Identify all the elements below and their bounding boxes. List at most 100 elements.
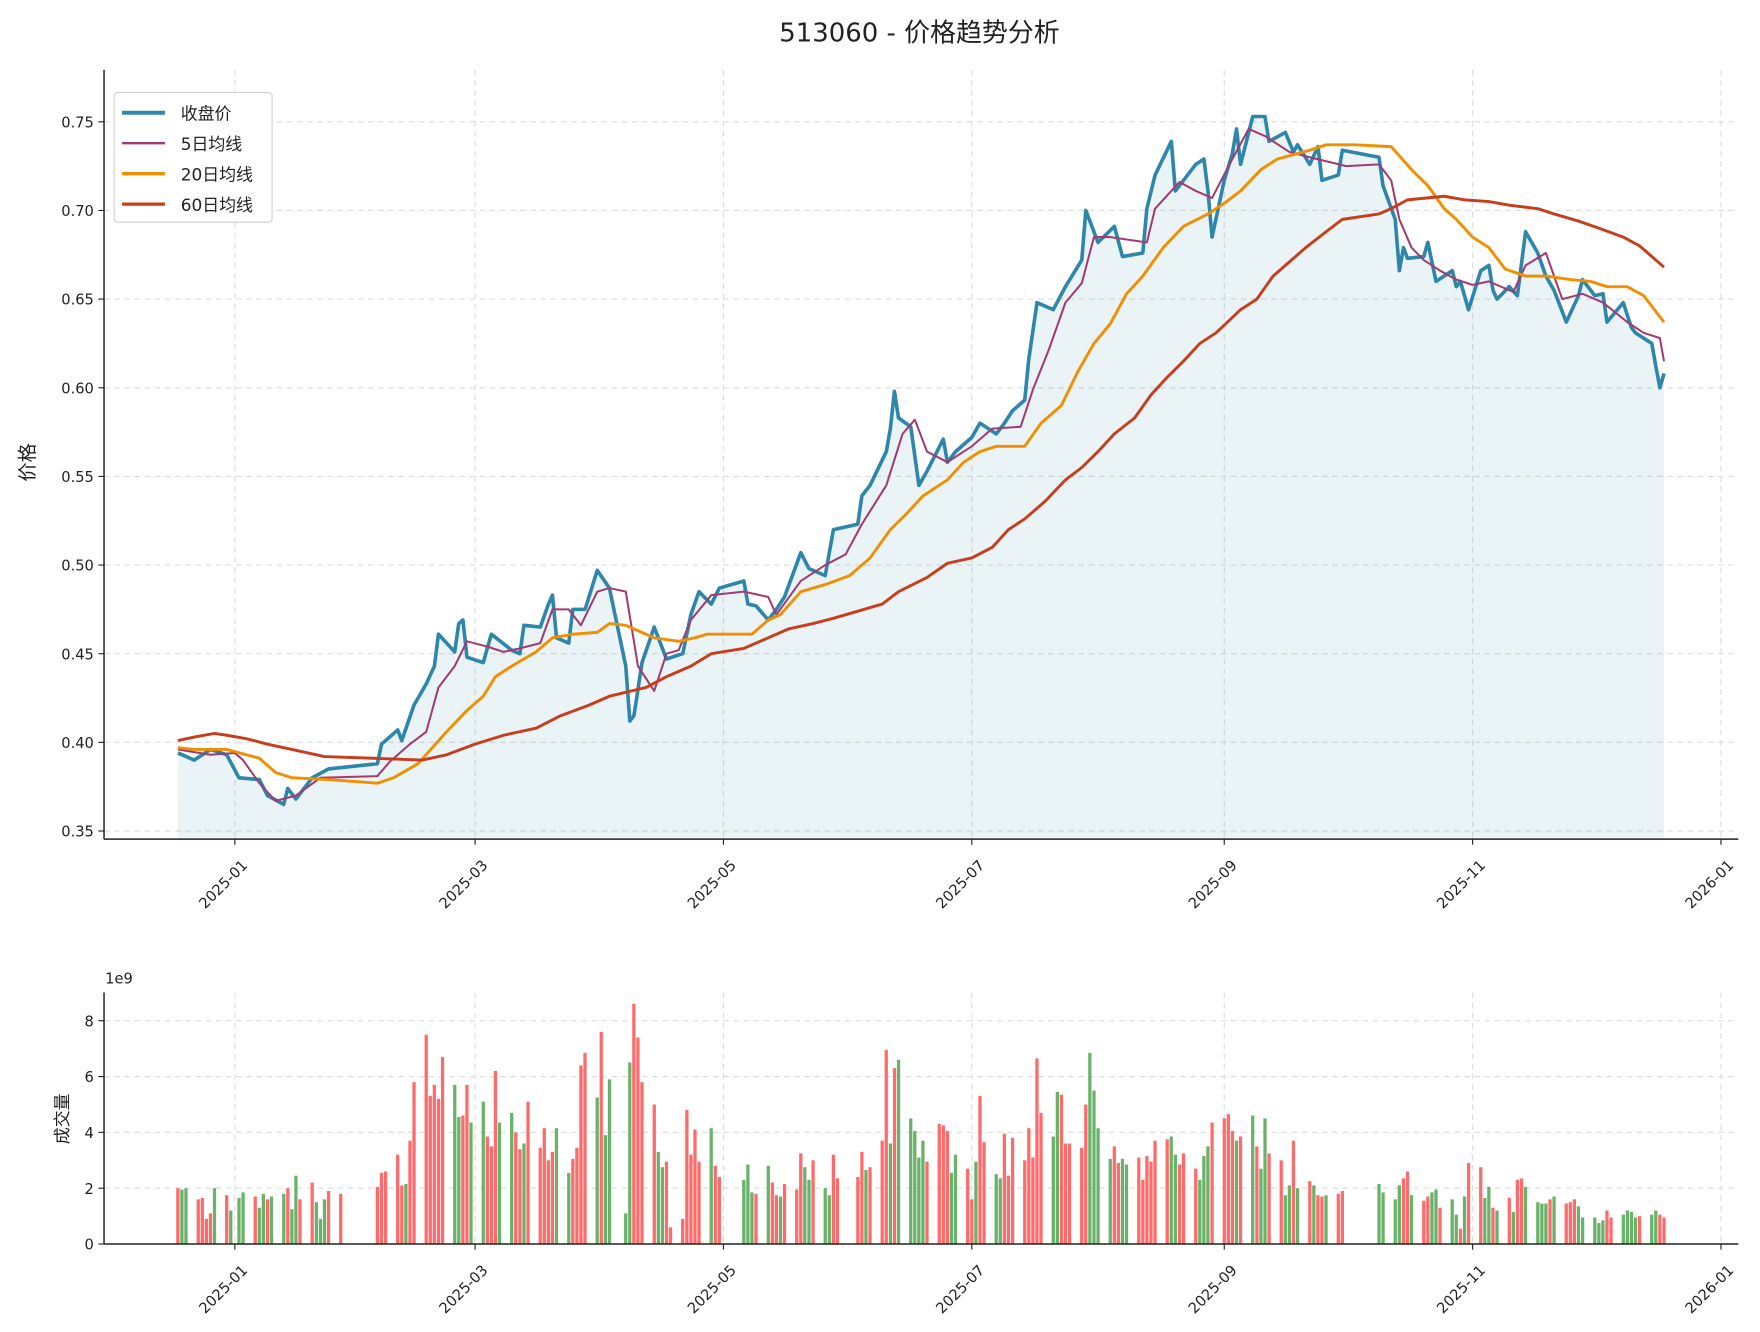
legend-label: 20日均线 bbox=[181, 164, 253, 184]
volume-bar-up bbox=[253, 1196, 257, 1245]
volume-bar-up bbox=[1112, 1146, 1116, 1245]
volume-bar-up bbox=[1267, 1153, 1271, 1245]
volume-bar-up bbox=[1080, 1147, 1084, 1245]
legend-item: 20日均线 bbox=[122, 164, 253, 184]
volume-bar-down bbox=[257, 1207, 261, 1245]
volume-bar-up bbox=[1149, 1161, 1153, 1245]
volume-bar-down bbox=[1324, 1195, 1328, 1245]
legend-label: 5日均线 bbox=[181, 134, 243, 154]
volume-bar-down bbox=[603, 1135, 608, 1245]
volume-bar-up bbox=[1568, 1202, 1572, 1245]
volume-bar-down bbox=[481, 1101, 485, 1245]
close-price-line bbox=[177, 114, 1666, 807]
volume-bar-up bbox=[1466, 1163, 1471, 1245]
volume-bar-down bbox=[1650, 1214, 1654, 1245]
volume-bar-down bbox=[742, 1179, 746, 1245]
volume-bar-down bbox=[921, 1140, 925, 1245]
volume-bar-down bbox=[1540, 1203, 1544, 1245]
volume-bar-up bbox=[1238, 1136, 1243, 1245]
volume-bar-down bbox=[318, 1218, 323, 1245]
volume-bar-down bbox=[1409, 1195, 1414, 1245]
volume-bar-down bbox=[1287, 1185, 1291, 1245]
volume-bar-up bbox=[489, 1146, 494, 1245]
volume-bar-down bbox=[522, 1143, 526, 1245]
volume-bar-down bbox=[1580, 1217, 1585, 1245]
volume-bar-up bbox=[432, 1084, 436, 1245]
volume-bar-up bbox=[1572, 1199, 1577, 1245]
volume-bar-down bbox=[766, 1165, 770, 1245]
volume-bar-up bbox=[632, 1003, 636, 1245]
volume-bar-up bbox=[1039, 1112, 1043, 1245]
price-y-tick-label: 0.45 bbox=[61, 646, 94, 663]
volume-bar-down bbox=[1108, 1158, 1112, 1245]
volume-bar-up bbox=[436, 1098, 441, 1245]
volume-bar-down bbox=[1552, 1196, 1556, 1245]
volume-bar-up bbox=[265, 1199, 270, 1245]
volume-bar-down bbox=[953, 1154, 958, 1245]
legend-item: 60日均线 bbox=[122, 195, 253, 215]
volume-bar-up bbox=[937, 1124, 941, 1245]
volume-bar-up bbox=[1401, 1178, 1406, 1245]
volume-bar-down bbox=[469, 1122, 473, 1245]
volume-bar-up bbox=[1340, 1191, 1345, 1245]
volume-bar-down bbox=[1487, 1186, 1491, 1245]
volume-bar-down bbox=[1096, 1128, 1100, 1245]
volume-bar-up bbox=[693, 1129, 697, 1245]
volume-bar-up bbox=[1035, 1058, 1039, 1245]
volume-bar-down bbox=[1088, 1052, 1092, 1245]
volume-bar-down bbox=[1381, 1192, 1385, 1245]
volume-y-tick-label: 0 bbox=[85, 1237, 94, 1254]
volume-bar-up bbox=[579, 1065, 583, 1245]
volume-bar-up bbox=[774, 1195, 779, 1245]
volume-bar-up bbox=[1031, 1157, 1035, 1245]
volume-bar-up bbox=[465, 1084, 469, 1245]
volume-bar-down bbox=[1544, 1203, 1548, 1245]
volume-bar-up bbox=[668, 1227, 673, 1245]
volume-bar-down bbox=[1654, 1210, 1658, 1245]
volume-bar-down bbox=[1601, 1220, 1605, 1245]
volume-bar-down bbox=[896, 1059, 901, 1245]
volume-bar-down bbox=[917, 1157, 921, 1245]
volume-bar-down bbox=[1454, 1214, 1458, 1245]
volume-bar-down bbox=[1283, 1195, 1287, 1245]
volume-bar-down bbox=[510, 1112, 514, 1245]
price-x-tick-label: 2025-09 bbox=[1185, 857, 1240, 912]
volume-bar-up bbox=[1002, 1133, 1006, 1245]
volume-bar-up bbox=[1662, 1217, 1666, 1245]
volume-bar-up bbox=[1194, 1168, 1198, 1245]
ma5-line bbox=[177, 127, 1665, 802]
volume-bar-down bbox=[1295, 1188, 1300, 1245]
volume-bar-up bbox=[1491, 1207, 1495, 1245]
volume-bar-down bbox=[1483, 1198, 1487, 1245]
volume-bar-down bbox=[314, 1202, 318, 1245]
volume-bar-up bbox=[782, 1184, 787, 1245]
volume-bar-down bbox=[554, 1128, 559, 1245]
volume-bar-down bbox=[322, 1199, 327, 1245]
volume-bar-down bbox=[1234, 1140, 1239, 1245]
volume-bar-up bbox=[542, 1128, 546, 1245]
volume-bar-down bbox=[909, 1118, 913, 1245]
volume-bar-up bbox=[461, 1115, 465, 1245]
volume-x-tick-label: 2025-11 bbox=[1434, 1262, 1489, 1317]
volume-bar-down bbox=[660, 1167, 665, 1245]
volume-bar-down bbox=[1173, 1154, 1178, 1245]
price-y-tick-label: 0.50 bbox=[61, 558, 94, 575]
volume-x-tick-label: 2025-05 bbox=[684, 1262, 739, 1317]
price-y-tick-label: 0.55 bbox=[61, 469, 94, 486]
volume-bar-up bbox=[1548, 1199, 1552, 1245]
price-x-tick-label: 2025-07 bbox=[933, 857, 988, 912]
volume-bar-up bbox=[298, 1199, 302, 1245]
volume-bar-down bbox=[1206, 1146, 1210, 1245]
volume-bar-up bbox=[860, 1151, 864, 1245]
volume-bar-down bbox=[1051, 1136, 1055, 1245]
volume-bar-up bbox=[514, 1132, 518, 1245]
volume-offset-label: 1e9 bbox=[105, 970, 133, 987]
volume-bar-up bbox=[1291, 1140, 1296, 1245]
volume-bar-down bbox=[1625, 1210, 1630, 1245]
volume-bar-up bbox=[1141, 1179, 1145, 1245]
price-x-tick-label: 2025-03 bbox=[436, 857, 491, 912]
volume-bar-down bbox=[746, 1164, 750, 1245]
volume-bar-down bbox=[827, 1195, 831, 1245]
volume-bar-up bbox=[1316, 1195, 1320, 1245]
volume-bar-down bbox=[290, 1209, 294, 1245]
